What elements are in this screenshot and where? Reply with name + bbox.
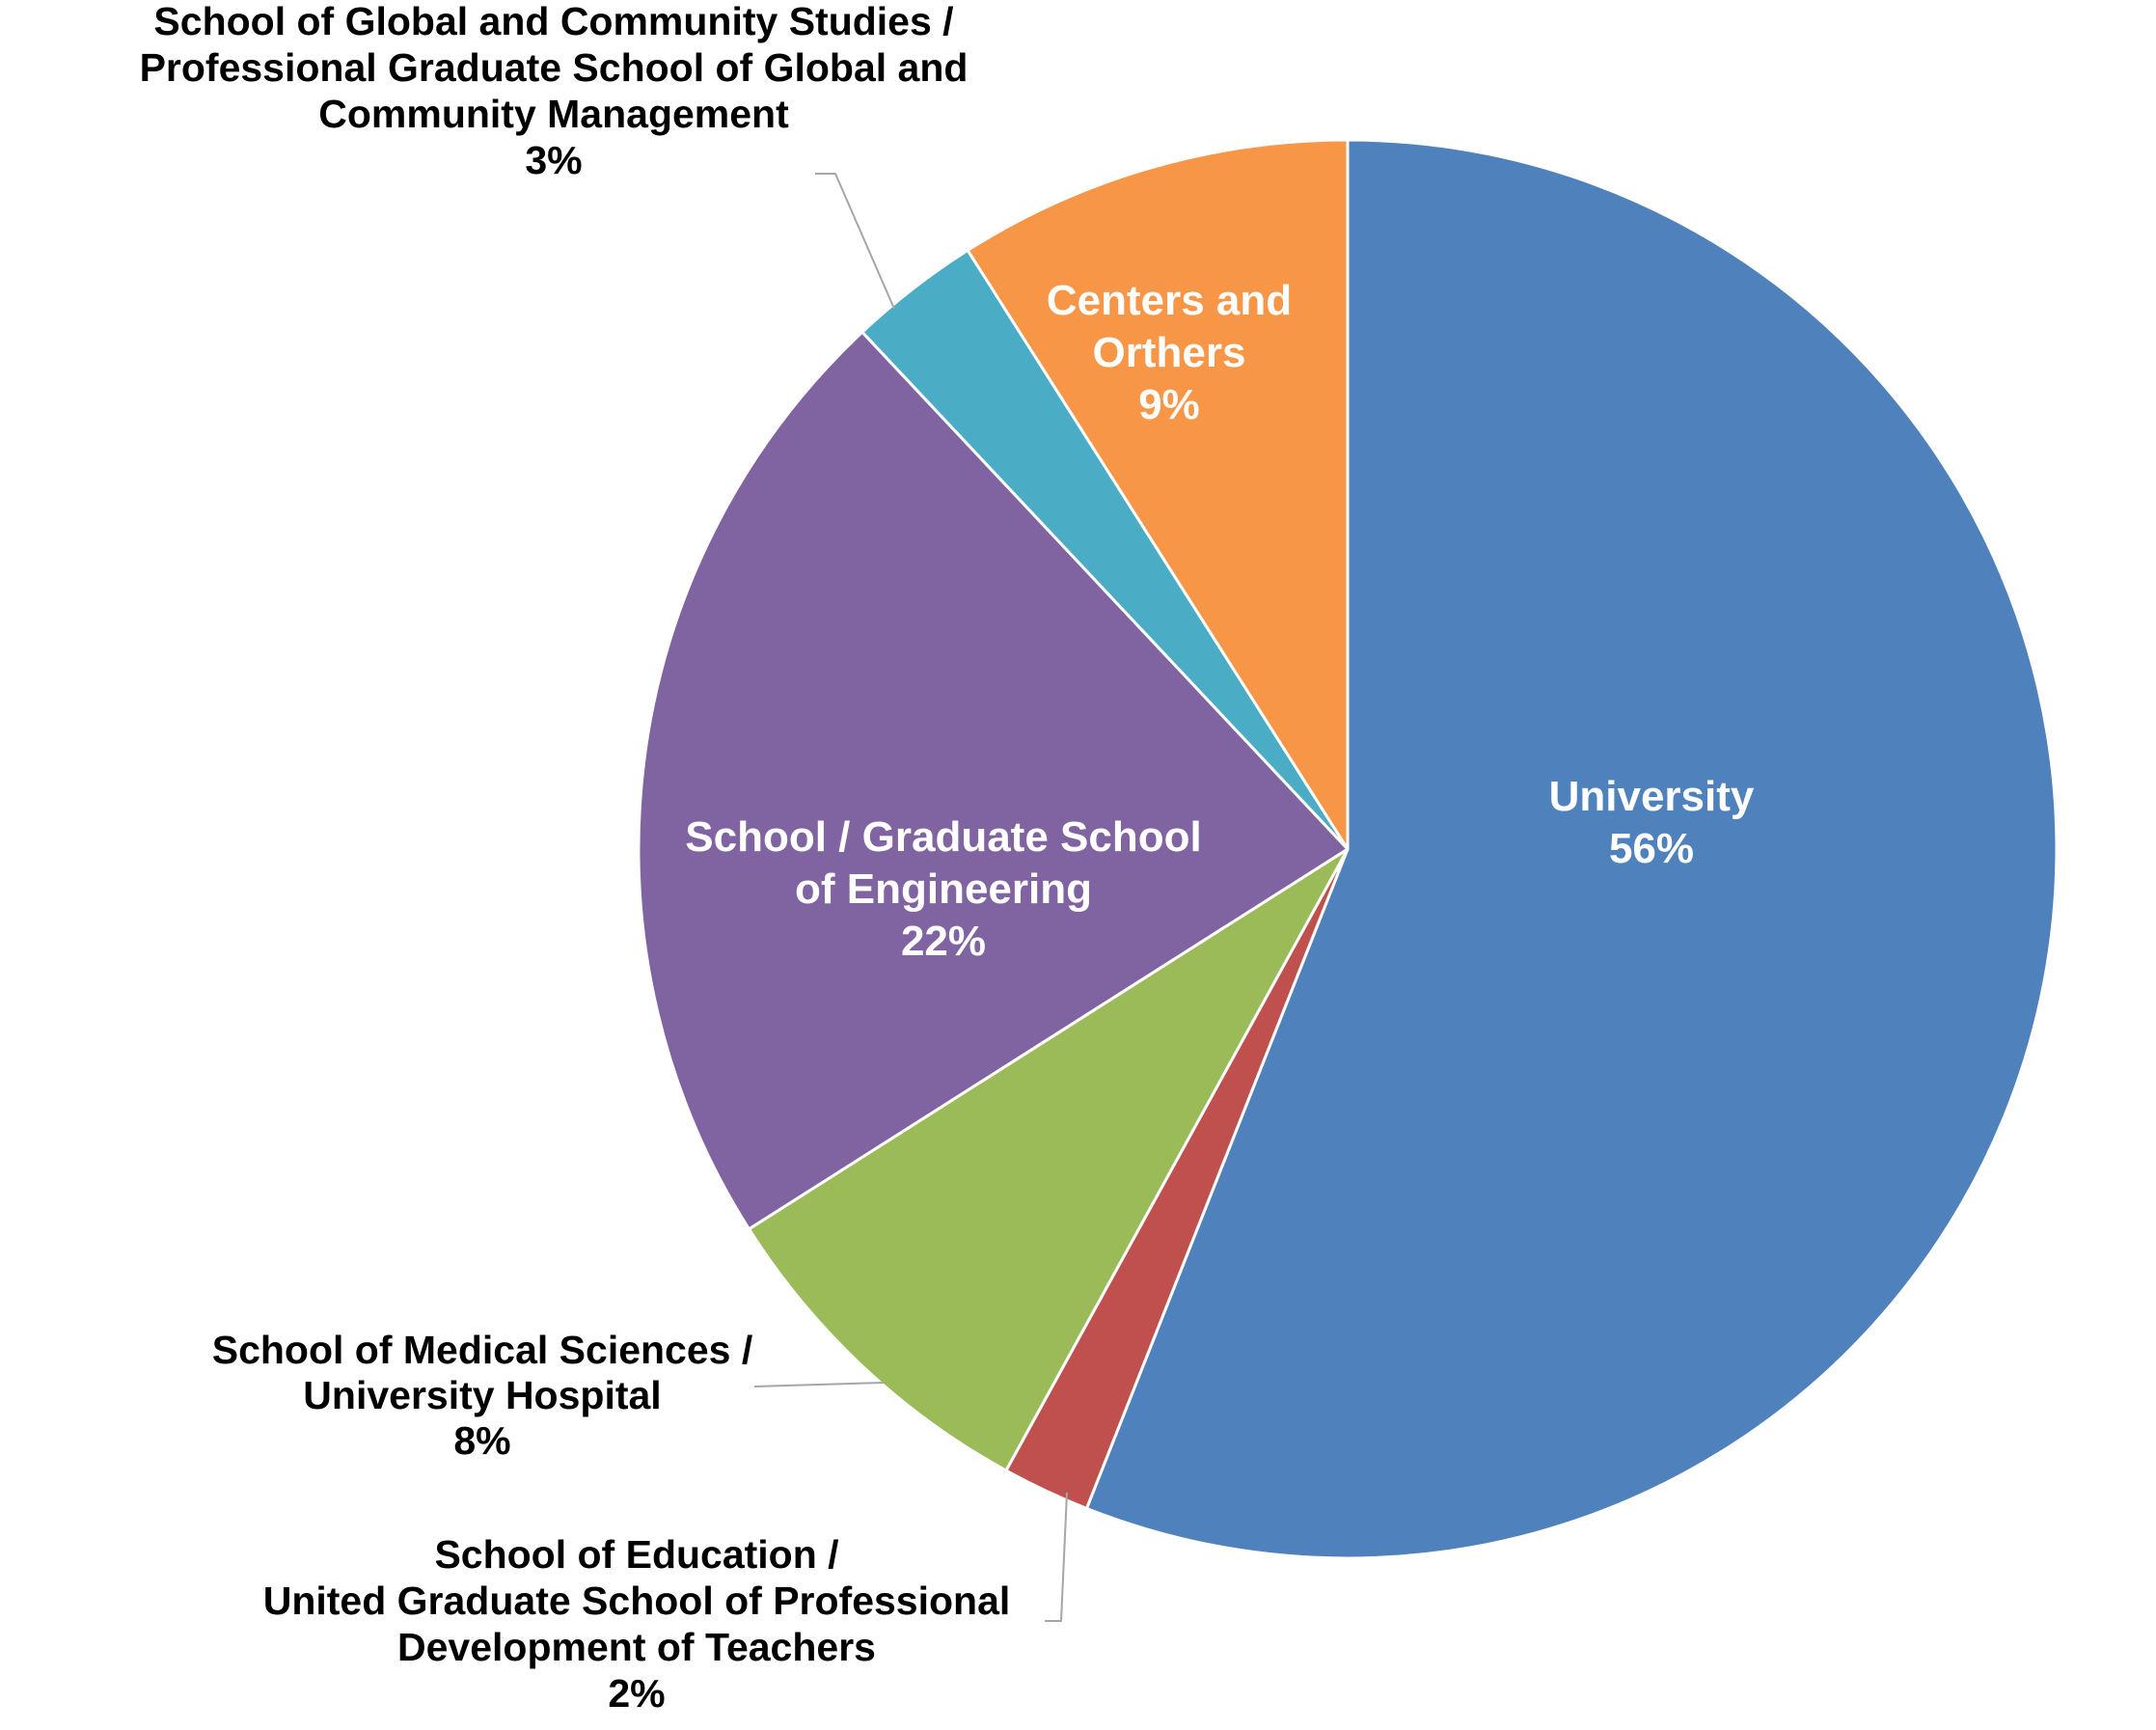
slice-label-university: University 56% xyxy=(1549,773,1755,872)
slice-name-label: United Graduate School of Professional xyxy=(263,1579,1011,1623)
slice-name-label: School of Education / xyxy=(434,1532,838,1577)
slice-percent-label: 56% xyxy=(1609,825,1694,872)
pie-slice-school-of-medical-sciences-university-ho xyxy=(747,847,1350,1472)
slice-label-centers-and-orthers: Centers and Orthers 9% xyxy=(1047,277,1292,428)
slice-percent-label: 22% xyxy=(901,918,986,965)
pie-slice-university xyxy=(1084,138,2059,1560)
slice-percent-label: 3% xyxy=(525,138,582,182)
slice-label-school-of-medical-sciences-university-ho: School of Medical Sciences / University H… xyxy=(212,1328,753,1463)
pie-slice-school-graduate-school-of-engineering xyxy=(637,330,1350,1231)
slice-labels: University 56% School of Education / United… xyxy=(140,0,1755,1716)
slice-percent-label: 2% xyxy=(608,1671,665,1716)
pie-slices xyxy=(637,138,2059,1560)
slice-name-label: Orthers xyxy=(1093,329,1246,376)
slice-percent-label: 9% xyxy=(1138,381,1200,428)
slice-label-school-graduate-school-of-engineering: School / Graduate School of Engineering 22… xyxy=(685,813,1201,965)
slice-name-label: Development of Teachers xyxy=(397,1625,876,1669)
slice-label-school-of-global-and-community-studies-p: School of Global and Community Studies /… xyxy=(140,0,969,182)
slice-name-label: Community Management xyxy=(318,92,789,136)
slice-name-label: University xyxy=(1549,773,1755,820)
leader-line-school-of-global-and-community xyxy=(815,173,895,310)
leader-line-school-of-education-united-gra xyxy=(1045,1492,1068,1622)
leader-line-school-of-medical-sciences-uni xyxy=(753,1382,885,1387)
slice-name-label: School / Graduate School xyxy=(685,813,1201,861)
pie-slice-centers-and-orthers xyxy=(966,138,1350,851)
slice-label-school-of-education-united-graduate-scho: School of Education / United Graduate Sch… xyxy=(263,1532,1011,1716)
slice-name-label: Professional Graduate School of Global a… xyxy=(140,45,969,90)
slice-name-label: of Engineering xyxy=(795,865,1092,913)
slice-percent-label: 8% xyxy=(453,1418,510,1463)
slice-name-label: Centers and xyxy=(1047,277,1292,324)
slice-name-label: School of Global and Community Studies / xyxy=(153,0,953,43)
leader-lines xyxy=(753,173,1068,1622)
slice-name-label: School of Medical Sciences / xyxy=(212,1328,753,1372)
slice-name-label: University Hospital xyxy=(303,1373,661,1417)
